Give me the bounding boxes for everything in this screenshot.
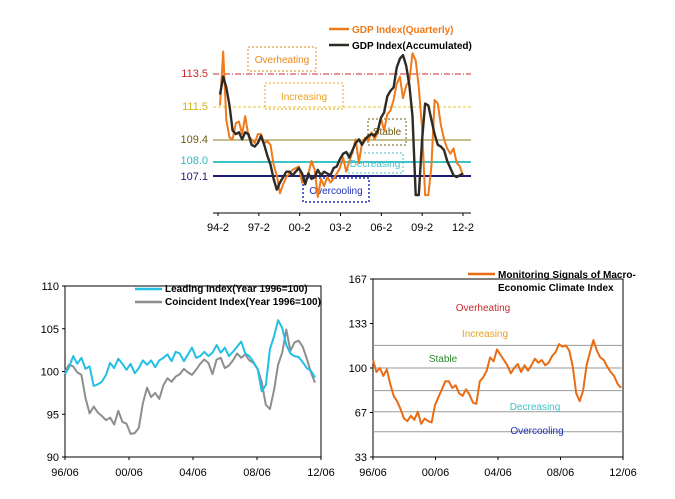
left-series-line-leading — [64, 319, 316, 393]
right-zone-label-increasing: Increasing — [462, 329, 508, 340]
left-y-tick-label: 105 — [41, 324, 59, 336]
right-zone-label-decreasing: Decreasing — [510, 402, 561, 413]
right-zone-label-overheating: Overheating — [456, 303, 510, 314]
right-y-tick-group: 33 67 100 133 167 — [349, 274, 373, 464]
right-legend-label: Monitoring Signals of Macro- Economic Cl… — [498, 270, 639, 294]
zone-box-overcooling — [302, 177, 370, 203]
top-threshold-label-108-0: 108.0 — [180, 155, 208, 167]
right-legend-label-line-1: Monitoring Signals of Macro- — [498, 270, 636, 281]
left-x-tick-label: 00/06 — [115, 467, 143, 479]
top-threshold-label-111-5: 111.5 — [182, 101, 208, 113]
left-x-tick-label: 96/06 — [51, 467, 79, 479]
left-plot-area — [64, 285, 322, 458]
right-y-tick-label: 167 — [349, 274, 367, 286]
top-x-tick-label: 03-2 — [329, 222, 351, 234]
left-series-group — [64, 319, 316, 435]
right-x-tick-label: 04/06 — [484, 467, 512, 479]
right-zone-label-overcooling: Overcooling — [510, 426, 563, 437]
zone-label-stable: Stable — [373, 127, 402, 138]
zone-label-increasing: Increasing — [281, 92, 327, 103]
top-x-tick-label: 09-2 — [411, 222, 433, 234]
right-x-tick-label: 12/06 — [609, 467, 637, 479]
right-y-tick-label: 33 — [355, 452, 367, 464]
right-x-tick-label: 00/06 — [422, 467, 450, 479]
top-x-tick-label: 94-2 — [207, 222, 229, 234]
top-chart: 113.5 111.5 109.4 108.0 107.1 Overheatin… — [180, 25, 474, 234]
top-threshold-label-107-1: 107.1 — [180, 171, 208, 183]
left-legend-label-coincident: Coincident Index(Year 1996=100) — [165, 297, 321, 308]
top-x-tick-label: 12-2 — [452, 222, 474, 234]
left-y-tick-group: 90 95 100 105 110 — [41, 281, 65, 464]
right-x-tick-label: 96/06 — [359, 467, 387, 479]
right-legend-label-line-2: Economic Climate Index — [498, 283, 614, 294]
right-series-group — [372, 339, 622, 425]
right-y-tick-label: 133 — [349, 319, 367, 331]
right-zone-label-stable: Stable — [429, 354, 458, 365]
right-y-tick-label: 67 — [355, 408, 367, 420]
right-series-line — [372, 339, 622, 425]
left-y-tick-label: 100 — [41, 367, 59, 379]
left-series-line-coincident — [64, 328, 316, 435]
left-x-tick-group: 96/06 00/06 04/06 08/06 12/06 — [51, 457, 335, 479]
left-y-tick-label: 90 — [47, 452, 59, 464]
left-x-tick-label: 08/06 — [243, 467, 271, 479]
top-series-line-accumulated — [218, 53, 464, 197]
left-x-tick-label: 04/06 — [179, 467, 207, 479]
top-x-tick-label: 97-2 — [248, 222, 270, 234]
left-y-tick-label: 95 — [47, 409, 59, 421]
top-series-group — [218, 50, 464, 198]
zone-label-overheating: Overheating — [255, 55, 309, 66]
left-x-tick-label: 12/06 — [307, 467, 335, 479]
zone-label-decreasing: Decreasing — [350, 159, 401, 170]
left-y-tick-label: 110 — [41, 281, 59, 293]
top-threshold-label-109-4: 109.4 — [180, 134, 208, 146]
right-y-tick-label: 100 — [349, 363, 367, 375]
right-threshold-line-group — [373, 344, 623, 433]
top-x-tick-label: 00-2 — [289, 222, 311, 234]
zone-label-overcooling: Overcooling — [309, 186, 362, 197]
top-threshold-label-113-5: 113.5 — [181, 68, 208, 80]
top-x-tick-label: 06-2 — [370, 222, 392, 234]
top-x-tick-group: 94-2 97-2 00-2 03-2 06-2 09-2 12-2 — [207, 213, 474, 234]
left-legend-label-leading: Leading Index(Year 1996=100) — [165, 284, 308, 295]
zone-box-overheating — [247, 46, 317, 72]
right-x-tick-label: 08/06 — [547, 467, 575, 479]
top-legend-label-accumulated: GDP Index(Accumulated) — [352, 41, 472, 52]
right-x-tick-group: 96/06 00/06 04/06 08/06 12/06 — [359, 457, 637, 479]
top-legend-label-quarterly: GDP Index(Quarterly) — [352, 25, 454, 36]
